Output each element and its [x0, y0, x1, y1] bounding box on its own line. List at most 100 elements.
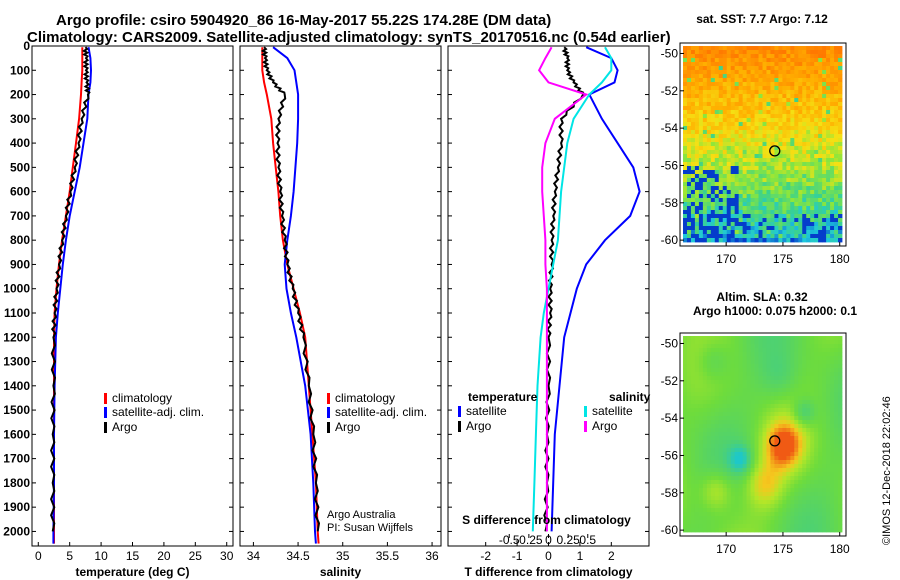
map-cell — [726, 114, 732, 119]
map-cell — [770, 118, 775, 123]
map-cell — [702, 214, 708, 219]
map-cell — [754, 194, 759, 199]
map-cell — [770, 524, 775, 529]
map-cell — [786, 520, 791, 525]
map-cell — [754, 94, 759, 99]
map-cell — [730, 476, 736, 481]
map-cell — [742, 66, 748, 71]
map-cell — [814, 86, 819, 91]
map-cell — [830, 194, 835, 199]
map-cell — [834, 134, 839, 139]
map-cell — [758, 488, 763, 493]
map-cell — [738, 162, 744, 167]
map-cell — [683, 468, 688, 473]
map-cell — [734, 182, 740, 187]
map-cell — [710, 50, 716, 55]
map-cell — [830, 50, 835, 55]
map-cell — [734, 508, 740, 513]
map-cell — [683, 54, 688, 59]
map-cell — [830, 98, 835, 103]
map-cell — [806, 154, 811, 159]
map-cell — [734, 440, 740, 445]
map-cell — [726, 500, 732, 505]
map-cell — [834, 150, 839, 155]
map-cell — [786, 62, 791, 67]
map-cell — [714, 496, 720, 501]
map-cell — [686, 182, 692, 187]
map-cell — [834, 484, 839, 489]
map-cell — [766, 340, 771, 345]
map-cell — [683, 122, 688, 127]
map-cell — [750, 150, 755, 155]
map-cell — [802, 122, 807, 127]
map-cell — [726, 412, 732, 417]
map-cell — [726, 428, 732, 433]
map-cell — [706, 150, 712, 155]
map-cell — [683, 492, 688, 497]
map-cell — [798, 118, 803, 123]
map-cell — [794, 348, 799, 353]
map-cell — [834, 400, 839, 405]
map-cell — [698, 146, 704, 151]
map-cell — [758, 162, 763, 167]
map-cell — [746, 114, 751, 119]
map-cell — [818, 440, 823, 445]
map-cell — [722, 90, 728, 95]
map-cell — [838, 82, 843, 87]
map-cell — [786, 90, 791, 95]
map-cell — [722, 66, 728, 71]
map-cell — [790, 114, 795, 119]
map-cell — [726, 348, 732, 353]
map-cell — [806, 78, 811, 83]
map-cell — [790, 106, 795, 111]
map-cell — [714, 118, 720, 123]
map-cell — [710, 428, 716, 433]
map-cell — [750, 78, 755, 83]
map-cell — [698, 408, 704, 413]
map-cell — [826, 460, 831, 465]
map-cell — [726, 118, 732, 123]
map-cell — [782, 520, 787, 525]
map-cell — [762, 380, 767, 385]
map-cell — [722, 142, 728, 147]
map-cell — [770, 114, 775, 119]
map-cell — [726, 78, 732, 83]
map-cell — [834, 170, 839, 175]
map-cell — [726, 388, 732, 393]
series-line-satellite — [550, 46, 641, 532]
map-cell — [790, 82, 795, 87]
map-cell — [778, 198, 783, 203]
map-cell — [742, 186, 748, 191]
map-cell — [730, 368, 736, 373]
map-cell — [806, 138, 811, 143]
map-cell — [726, 352, 732, 357]
map-cell — [722, 436, 728, 441]
map-cell — [734, 170, 740, 175]
map-cell — [750, 412, 755, 417]
map-cell — [714, 412, 720, 417]
map-cell — [838, 210, 843, 215]
map-cell — [830, 162, 835, 167]
map-cell — [746, 528, 751, 533]
map-cell — [794, 456, 799, 461]
map-cell — [714, 66, 720, 71]
map-cell — [798, 452, 803, 457]
map-cell — [814, 368, 819, 373]
map-cell — [730, 340, 736, 345]
map-cell — [762, 94, 767, 99]
map-cell — [686, 492, 692, 497]
map-cell — [778, 154, 783, 159]
map-cell — [802, 404, 807, 409]
map-cell — [758, 468, 763, 473]
map-cell — [758, 432, 763, 437]
map-cell — [706, 368, 712, 373]
map-cell — [814, 178, 819, 183]
map-cell — [686, 62, 692, 67]
map-cell — [706, 230, 712, 235]
map-cell — [794, 82, 799, 87]
map-cell — [818, 488, 823, 493]
map-cell — [830, 512, 835, 517]
map-cell — [694, 94, 700, 99]
map-cell — [754, 336, 759, 341]
map-cell — [770, 508, 775, 513]
